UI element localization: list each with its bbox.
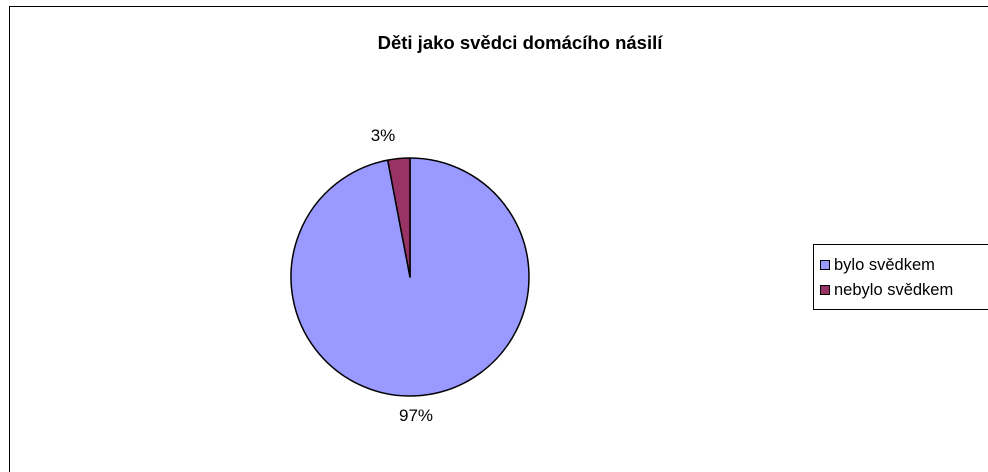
data-label-bylo-svedkem: 97% <box>399 406 433 425</box>
legend-item-nebylo-svedkem: nebylo svědkem <box>820 279 953 301</box>
chart-frame <box>9 6 988 472</box>
chart-title: Děti jako svědci domácího násilí <box>377 32 663 53</box>
legend: bylo svědkem nebylo svědkem <box>813 244 988 310</box>
legend-item-bylo-svedkem: bylo svědkem <box>820 254 935 276</box>
legend-swatch-nebylo-svedkem <box>820 285 830 295</box>
legend-label-nebylo-svedkem: nebylo svědkem <box>834 280 954 299</box>
pie-slice-nebylo-svedkem <box>386 157 411 278</box>
legend-label-bylo-svedkem: bylo svědkem <box>834 255 935 274</box>
legend-swatch-bylo-svedkem <box>820 260 830 270</box>
data-label-nebylo-svedkem: 3% <box>371 126 396 145</box>
